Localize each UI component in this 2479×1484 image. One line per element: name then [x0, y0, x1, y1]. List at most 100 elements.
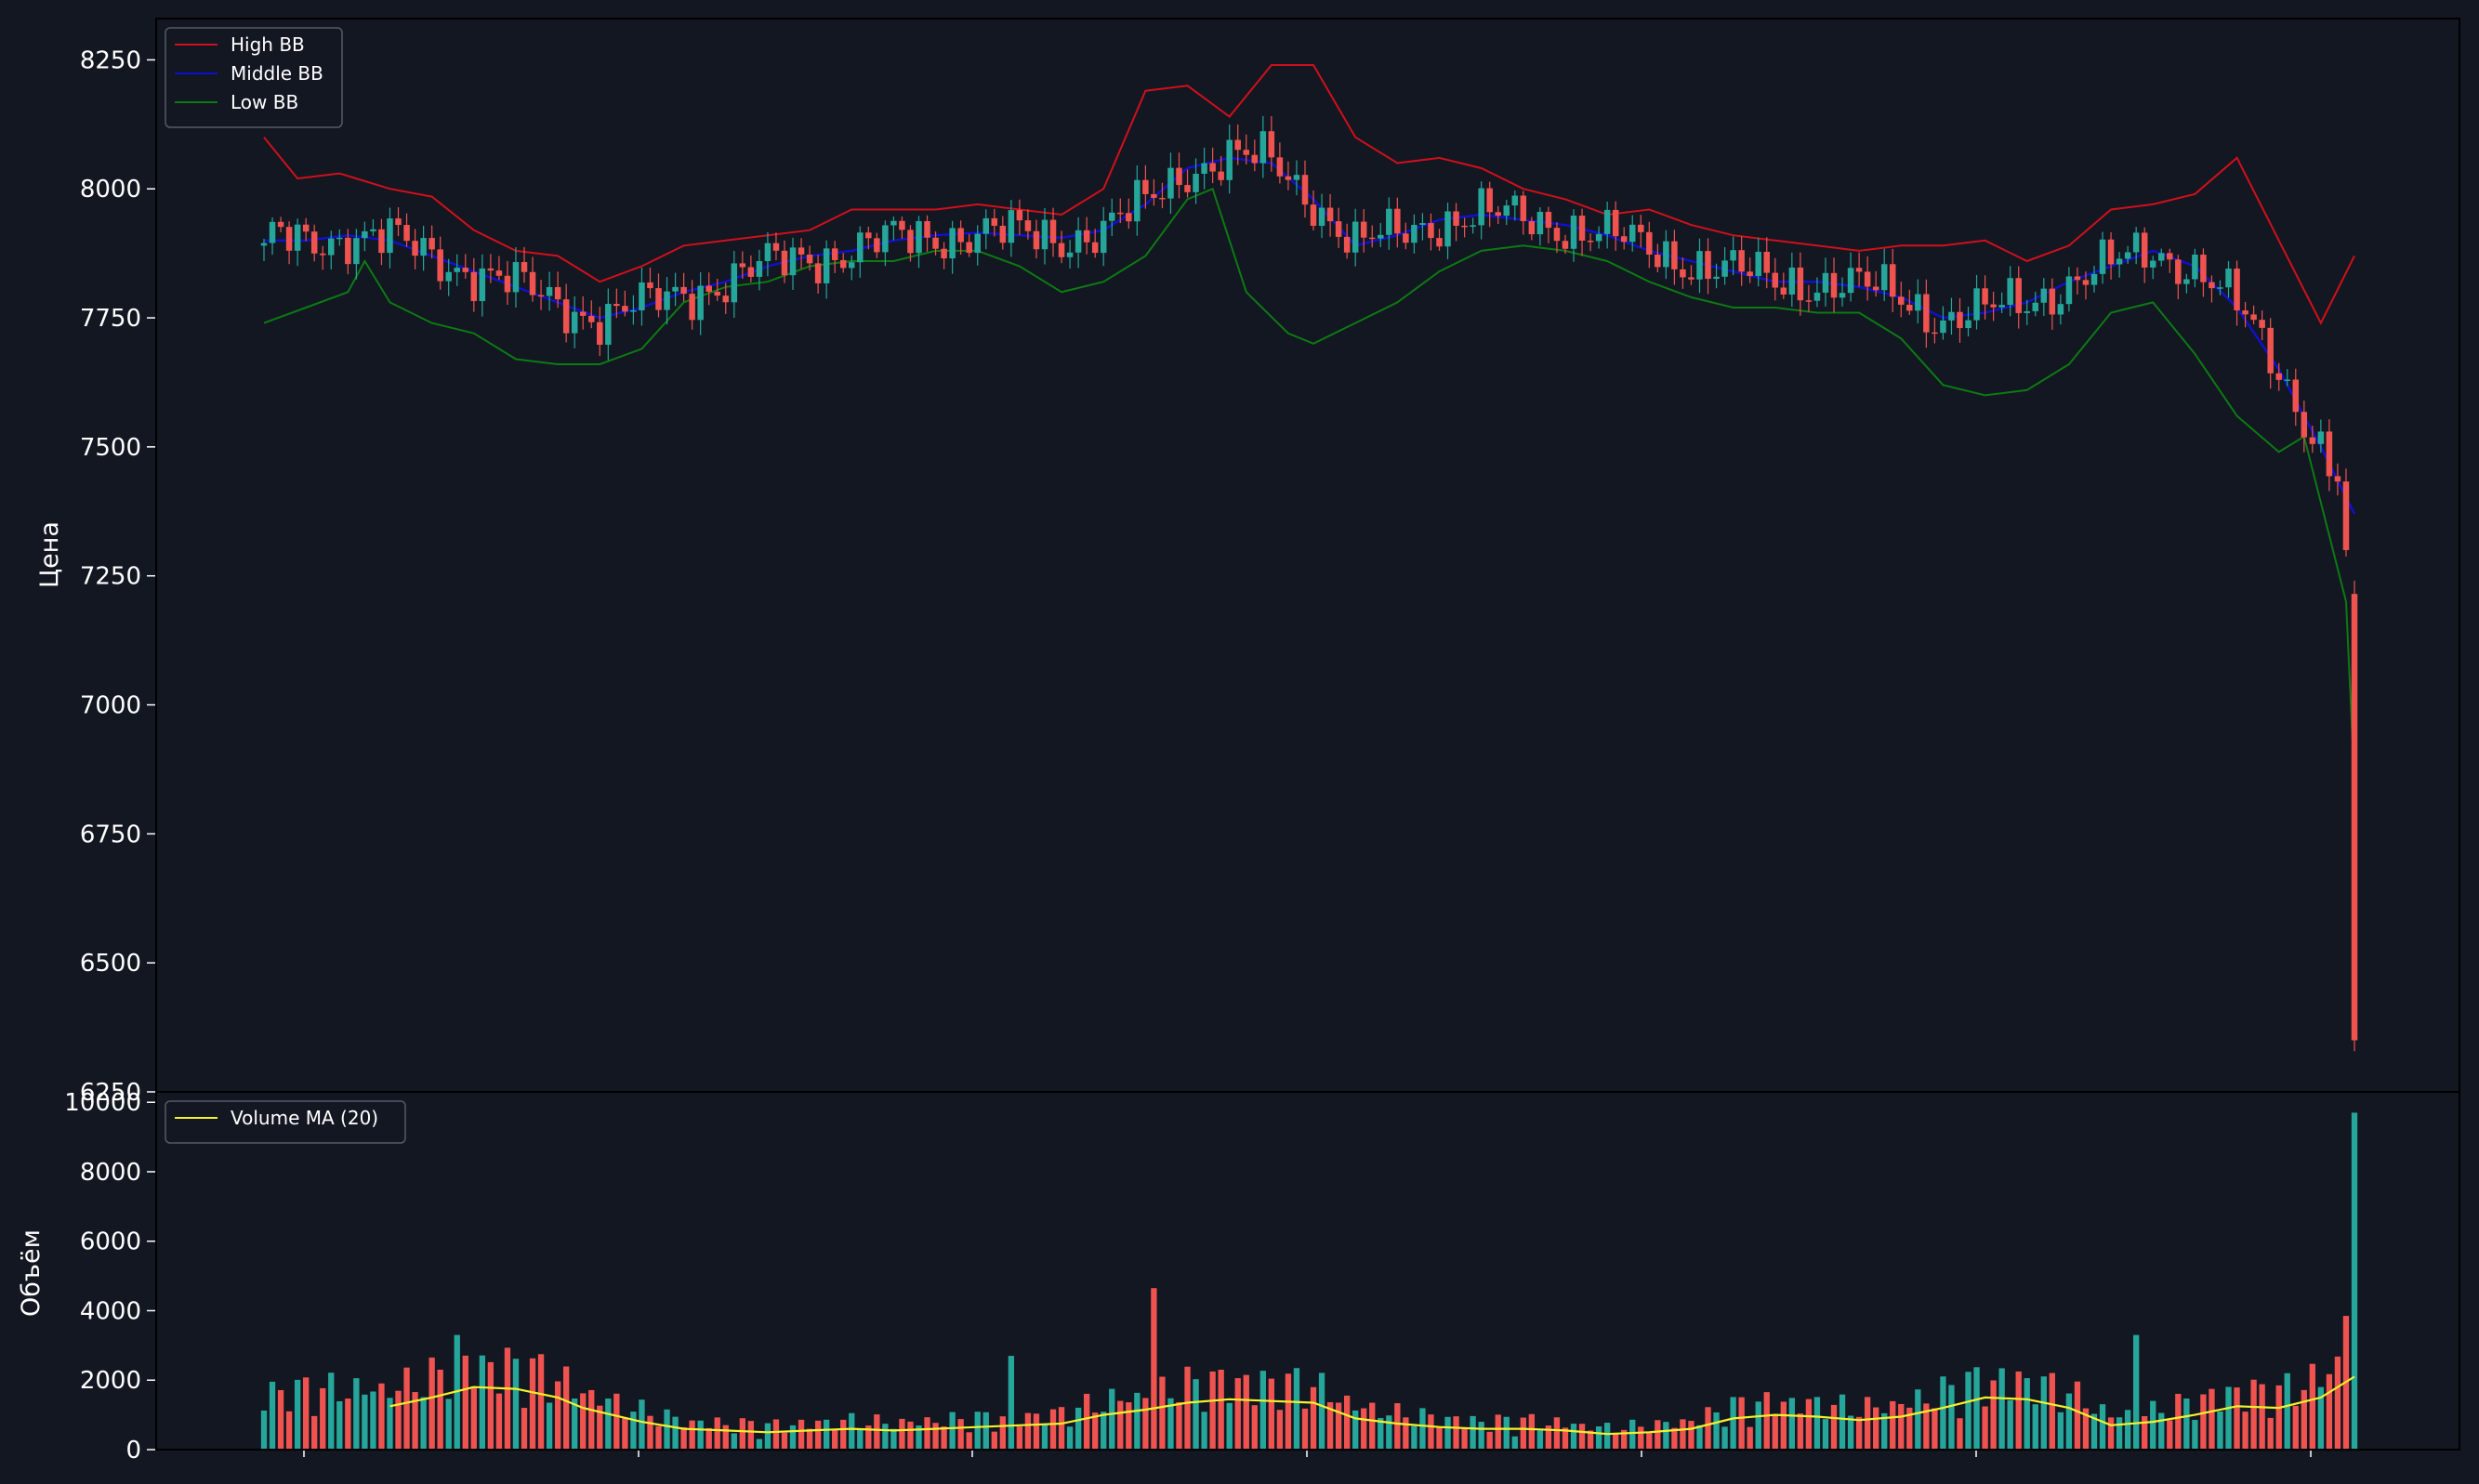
volume-bar [2267, 1417, 2274, 1450]
candle-body [664, 291, 670, 310]
candle-body [562, 299, 570, 334]
legend-label: Volume MA (20) [231, 1107, 378, 1129]
volume-bar [437, 1369, 443, 1450]
candle-body [1151, 193, 1157, 198]
price-legend: High BB Middle BB Low BB [165, 27, 343, 128]
volume-bar [512, 1359, 520, 1450]
volume-bar [932, 1423, 939, 1450]
volume-bar [814, 1420, 822, 1450]
candle-body [1578, 216, 1586, 241]
candle-body [831, 248, 838, 260]
candle-body [2099, 239, 2106, 274]
volume-bar [2090, 1413, 2098, 1450]
price-tick-label: 7750 [80, 305, 141, 333]
volume-bar [1411, 1425, 1418, 1450]
candle-body [2074, 276, 2081, 281]
volume-bar [2351, 1112, 2358, 1450]
candle-body [1713, 276, 1720, 280]
candle-body [2040, 288, 2048, 303]
candle-body [1259, 131, 1267, 164]
candle-body [1705, 251, 1711, 280]
candle-body [294, 224, 301, 251]
volume-bar [2007, 1399, 2013, 1450]
volume-bar [622, 1417, 628, 1450]
candle-body [1444, 211, 1451, 247]
volume-bar [1024, 1412, 1032, 1450]
candle-body [1310, 204, 1317, 226]
candle-body [907, 230, 914, 254]
price-axis-label: Цена [35, 521, 64, 588]
candle-body [277, 221, 284, 228]
candle-body [2024, 310, 2030, 313]
candle-body [772, 243, 780, 251]
volume-bar [1142, 1398, 1149, 1450]
volume-bar [924, 1417, 930, 1450]
volume-bar [1268, 1378, 1275, 1450]
candle-body [1940, 320, 1946, 334]
candle-body [2065, 276, 2073, 305]
volume-bar [1570, 1424, 1577, 1450]
volume-bar [1461, 1427, 1468, 1450]
volume-bar [529, 1358, 536, 1450]
candle-body [1755, 251, 1761, 277]
volume-tick-label: 2000 [80, 1367, 141, 1395]
candle-body [1603, 209, 1611, 234]
volume-bar [949, 1412, 956, 1450]
volume-bar [2116, 1417, 2123, 1450]
candle-body [571, 311, 578, 334]
candle-body [1184, 185, 1191, 192]
candle-body [1847, 268, 1854, 294]
candle-body [672, 286, 679, 292]
candle-body [1655, 255, 1661, 268]
volume-bar [1973, 1367, 1980, 1450]
volume-bar [1578, 1424, 1586, 1450]
candle-body [865, 232, 872, 239]
candle-body [370, 229, 376, 231]
volume-bar [1957, 1418, 1963, 1450]
volume-bar [1545, 1425, 1552, 1450]
candle-body [1772, 272, 1779, 288]
candle-body [378, 229, 385, 254]
volume-bar [1915, 1389, 1921, 1450]
volume-bar [1646, 1432, 1653, 1450]
candle-body [336, 237, 343, 240]
candle-body [1898, 296, 1905, 305]
volume-bar [1705, 1407, 1711, 1450]
candle-body [269, 221, 276, 243]
volume-bar [2049, 1372, 2056, 1450]
candle-body [890, 220, 897, 226]
volume-bar [1830, 1404, 1838, 1450]
volume-bar [941, 1426, 947, 1450]
candle-body [1906, 304, 1913, 311]
volume-bar [1134, 1392, 1141, 1450]
volume-bar [562, 1366, 570, 1450]
volume-tick-label: 10000 [64, 1089, 141, 1117]
volume-bar [605, 1399, 612, 1450]
volume-bar [554, 1381, 561, 1450]
candle-body [630, 309, 637, 312]
volume-bar [1763, 1392, 1770, 1450]
volume-bar [756, 1438, 763, 1450]
volume-bar [395, 1390, 402, 1450]
candle-body [2107, 239, 2115, 265]
volume-bar [832, 1429, 838, 1450]
volume-bar [1151, 1288, 1157, 1450]
candle-body [1587, 240, 1594, 243]
candle-body [747, 267, 755, 277]
candle-body [1167, 167, 1174, 199]
volume-bar [1058, 1407, 1065, 1450]
candle-body [1880, 264, 1888, 291]
volume-bar [1436, 1427, 1443, 1450]
candle-body [353, 238, 360, 265]
candle-body [1335, 221, 1342, 237]
volume-bar [1075, 1407, 1082, 1450]
candle-body [647, 282, 653, 289]
volume-bar [2167, 1420, 2173, 1450]
volume-y-ticks: 0 2000 4000 6000 8000 10000 [64, 1089, 156, 1464]
candle-body [689, 294, 695, 321]
candle-body [605, 304, 612, 345]
candle-body [1091, 242, 1099, 254]
volume-bar [2242, 1412, 2248, 1450]
candle-body [1058, 243, 1065, 257]
candle-body [1511, 195, 1519, 206]
